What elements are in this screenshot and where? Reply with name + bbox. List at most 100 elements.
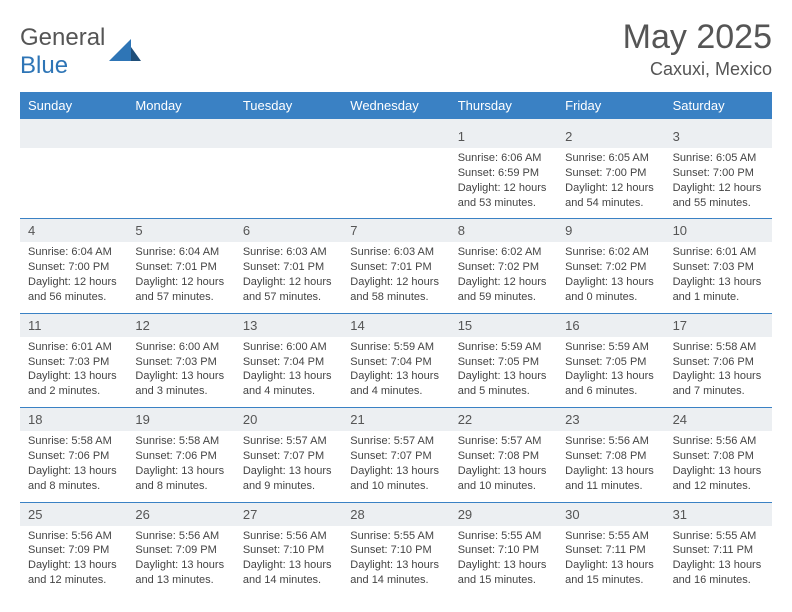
day-cell: Sunrise: 6:05 AMSunset: 7:00 PMDaylight:… (665, 148, 772, 218)
sunset-line: Sunset: 7:01 PM (350, 260, 441, 275)
day-number: 3 (665, 125, 772, 148)
daynum-row: 25262728293031 (20, 502, 772, 526)
month-title: May 2025 (623, 18, 772, 57)
day-cell: Sunrise: 6:05 AMSunset: 7:00 PMDaylight:… (557, 148, 664, 218)
daylight-line: Daylight: 13 hours and 4 minutes. (350, 369, 441, 399)
day-cell (20, 148, 127, 218)
weekday-label: Sunday (20, 92, 127, 119)
daylight-line: Daylight: 13 hours and 3 minutes. (135, 369, 226, 399)
daylight-line: Daylight: 13 hours and 6 minutes. (565, 369, 656, 399)
sunset-line: Sunset: 7:04 PM (350, 355, 441, 370)
daylight-line: Daylight: 12 hours and 57 minutes. (135, 275, 226, 305)
day-cell: Sunrise: 5:58 AMSunset: 7:06 PMDaylight:… (20, 431, 127, 501)
day-number: 9 (557, 219, 664, 242)
daylight-line: Daylight: 13 hours and 1 minute. (673, 275, 764, 305)
sunset-line: Sunset: 7:03 PM (28, 355, 119, 370)
day-number: 15 (450, 314, 557, 337)
day-cell: Sunrise: 5:56 AMSunset: 7:08 PMDaylight:… (557, 431, 664, 501)
sunset-line: Sunset: 7:00 PM (28, 260, 119, 275)
sunrise-line: Sunrise: 5:55 AM (458, 529, 549, 544)
day-number: 7 (342, 219, 449, 242)
day-number (20, 125, 127, 148)
daylight-line: Daylight: 13 hours and 12 minutes. (28, 558, 119, 588)
sunrise-line: Sunrise: 6:00 AM (243, 340, 334, 355)
day-number: 30 (557, 503, 664, 526)
sunrise-line: Sunrise: 6:06 AM (458, 151, 549, 166)
day-cell: Sunrise: 6:03 AMSunset: 7:01 PMDaylight:… (342, 242, 449, 312)
day-number: 5 (127, 219, 234, 242)
sunrise-line: Sunrise: 5:55 AM (565, 529, 656, 544)
day-cell: Sunrise: 5:55 AMSunset: 7:10 PMDaylight:… (342, 526, 449, 596)
daylight-line: Daylight: 13 hours and 10 minutes. (350, 464, 441, 494)
sunrise-line: Sunrise: 5:56 AM (28, 529, 119, 544)
sunset-line: Sunset: 7:05 PM (458, 355, 549, 370)
weekday-label: Tuesday (235, 92, 342, 119)
day-number: 16 (557, 314, 664, 337)
day-number: 1 (450, 125, 557, 148)
daylight-line: Daylight: 13 hours and 2 minutes. (28, 369, 119, 399)
weekday-label: Friday (557, 92, 664, 119)
sunset-line: Sunset: 7:05 PM (565, 355, 656, 370)
day-cell: Sunrise: 5:57 AMSunset: 7:07 PMDaylight:… (342, 431, 449, 501)
sunrise-line: Sunrise: 5:59 AM (458, 340, 549, 355)
daylight-line: Daylight: 12 hours and 56 minutes. (28, 275, 119, 305)
sunrise-line: Sunrise: 6:02 AM (565, 245, 656, 260)
week-row: Sunrise: 6:01 AMSunset: 7:03 PMDaylight:… (20, 337, 772, 407)
sunrise-line: Sunrise: 5:56 AM (135, 529, 226, 544)
day-cell: Sunrise: 6:06 AMSunset: 6:59 PMDaylight:… (450, 148, 557, 218)
sunrise-line: Sunrise: 6:02 AM (458, 245, 549, 260)
daylight-line: Daylight: 13 hours and 14 minutes. (350, 558, 441, 588)
sunset-line: Sunset: 7:06 PM (135, 449, 226, 464)
sunset-line: Sunset: 7:10 PM (458, 543, 549, 558)
day-cell: Sunrise: 5:56 AMSunset: 7:09 PMDaylight:… (20, 526, 127, 596)
daylight-line: Daylight: 13 hours and 8 minutes. (135, 464, 226, 494)
daynum-row: 123 (20, 125, 772, 148)
logo-word-2: Blue (20, 52, 68, 79)
weeks-container: 123Sunrise: 6:06 AMSunset: 6:59 PMDaylig… (20, 125, 772, 596)
day-number: 14 (342, 314, 449, 337)
logo-mark-icon (109, 39, 141, 66)
sunset-line: Sunset: 7:08 PM (673, 449, 764, 464)
day-number: 21 (342, 408, 449, 431)
day-number: 24 (665, 408, 772, 431)
sunset-line: Sunset: 7:03 PM (135, 355, 226, 370)
week-row: Sunrise: 6:04 AMSunset: 7:00 PMDaylight:… (20, 242, 772, 312)
title-block: May 2025 Caxuxi, Mexico (623, 18, 772, 80)
day-number: 18 (20, 408, 127, 431)
day-number: 23 (557, 408, 664, 431)
day-number: 11 (20, 314, 127, 337)
day-number: 19 (127, 408, 234, 431)
sunset-line: Sunset: 7:07 PM (350, 449, 441, 464)
day-number: 22 (450, 408, 557, 431)
day-cell: Sunrise: 6:01 AMSunset: 7:03 PMDaylight:… (665, 242, 772, 312)
sunset-line: Sunset: 7:06 PM (673, 355, 764, 370)
sunrise-line: Sunrise: 6:01 AM (28, 340, 119, 355)
daylight-line: Daylight: 12 hours and 54 minutes. (565, 181, 656, 211)
day-cell (235, 148, 342, 218)
weekday-header: SundayMondayTuesdayWednesdayThursdayFrid… (20, 92, 772, 119)
sunrise-line: Sunrise: 5:58 AM (135, 434, 226, 449)
week-row: Sunrise: 6:06 AMSunset: 6:59 PMDaylight:… (20, 148, 772, 218)
day-number: 20 (235, 408, 342, 431)
day-cell: Sunrise: 5:59 AMSunset: 7:05 PMDaylight:… (557, 337, 664, 407)
sunrise-line: Sunrise: 5:57 AM (350, 434, 441, 449)
day-cell: Sunrise: 6:04 AMSunset: 7:00 PMDaylight:… (20, 242, 127, 312)
day-cell: Sunrise: 6:01 AMSunset: 7:03 PMDaylight:… (20, 337, 127, 407)
day-cell: Sunrise: 5:56 AMSunset: 7:10 PMDaylight:… (235, 526, 342, 596)
day-number: 13 (235, 314, 342, 337)
sunrise-line: Sunrise: 6:03 AM (243, 245, 334, 260)
day-number: 12 (127, 314, 234, 337)
daylight-line: Daylight: 13 hours and 16 minutes. (673, 558, 764, 588)
day-number: 2 (557, 125, 664, 148)
daylight-line: Daylight: 13 hours and 7 minutes. (673, 369, 764, 399)
daylight-line: Daylight: 13 hours and 10 minutes. (458, 464, 549, 494)
day-cell: Sunrise: 5:55 AMSunset: 7:11 PMDaylight:… (665, 526, 772, 596)
sunset-line: Sunset: 7:11 PM (673, 543, 764, 558)
daylight-line: Daylight: 13 hours and 5 minutes. (458, 369, 549, 399)
week-row: Sunrise: 5:56 AMSunset: 7:09 PMDaylight:… (20, 526, 772, 596)
sunset-line: Sunset: 7:06 PM (28, 449, 119, 464)
sunset-line: Sunset: 7:10 PM (243, 543, 334, 558)
sunrise-line: Sunrise: 6:05 AM (673, 151, 764, 166)
daylight-line: Daylight: 13 hours and 12 minutes. (673, 464, 764, 494)
day-number: 29 (450, 503, 557, 526)
